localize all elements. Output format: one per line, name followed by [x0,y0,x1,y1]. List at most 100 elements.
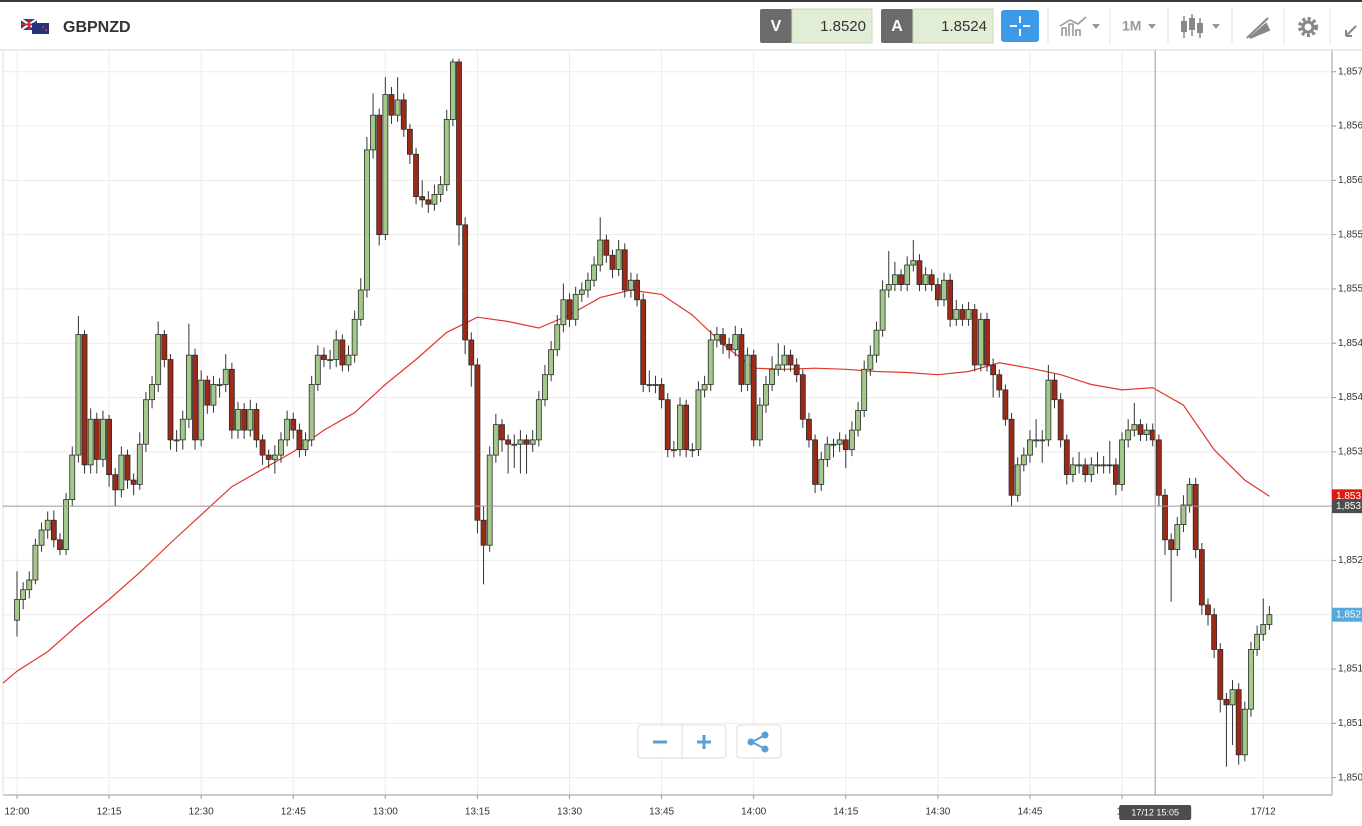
candle-body [394,99,401,116]
candle-body [542,374,548,401]
candle-body [1180,504,1187,525]
candle-body [1149,429,1156,441]
candle-body [1162,494,1168,541]
candle-body [480,519,487,546]
y-tick-label: 1,851 [1338,664,1362,675]
settings-icon[interactable] [1298,17,1318,37]
candle-body [308,384,315,441]
x-tick-label: 13:00 [373,807,398,818]
candle-body [959,309,966,320]
y-tick-label: 1,850 [1338,772,1362,783]
candle-body [1008,418,1015,496]
candle-body [1211,614,1218,650]
candle-body [585,279,591,291]
x-tick-label: 12:00 [4,807,29,818]
crosshair-button[interactable] [1001,10,1039,42]
y-tick-label: 1,852 [1338,555,1362,566]
candle-body [1057,399,1064,441]
candle-body [492,424,499,456]
candle-body [296,429,303,451]
candle-body [155,334,162,385]
x-tick-label: 14:00 [741,807,766,818]
candle-body [787,354,794,366]
y-tick-label: 1,857 [1338,66,1362,77]
candle-body [1014,464,1021,496]
x-tick-label: 13:45 [649,807,674,818]
y-tick-label: 1,854 [1338,392,1362,403]
candle-body [898,274,904,285]
zoom-controls [637,724,782,759]
chart-type-icon[interactable] [1059,16,1087,36]
candle-body [259,439,266,456]
candle-body [529,439,536,445]
candle-body [370,114,376,151]
candle-body [333,339,340,360]
ask-box[interactable] [912,8,994,44]
candle-body [701,384,708,391]
y-tick-label: 1,855 [1338,229,1362,240]
candle-body [1039,439,1046,442]
candle-body [726,343,733,351]
timeframe[interactable]: 1M [1122,18,1141,34]
y-tick-label: 1,856 [1338,175,1362,186]
draw-icon[interactable] [1246,17,1271,39]
candle-body [1168,539,1175,550]
candle-body [1186,484,1193,506]
candle-body [425,199,432,205]
candle-body [634,279,640,301]
candle-body [744,354,751,385]
candle-body [339,339,346,366]
zoom-in[interactable] [697,735,711,749]
ask-price: 1.8524 [941,18,987,35]
candle-body [977,318,984,366]
crosshair-x-tag [1119,805,1192,820]
y-tick-label: 1,855 [1338,284,1362,295]
expand-icon[interactable] [1345,25,1357,37]
candle-body [996,374,1003,391]
candle-body [855,410,861,431]
candle-body [364,149,370,291]
candle-body [941,279,947,301]
candle-body [947,279,954,320]
candle-body [216,384,223,386]
candle-body [867,354,874,370]
price-tag-label: 1,853 [1336,491,1361,502]
candle-body [486,454,493,546]
candle-body [658,384,665,401]
candle-body [1119,439,1125,485]
candle-body [560,299,567,326]
candle-body [149,384,155,401]
candle-body [345,354,352,366]
candle-body [879,289,886,331]
candle-body [720,334,726,345]
candle-body [934,284,941,301]
candle-body [210,384,217,406]
candle-body [100,418,106,460]
x-tick-label: 13:15 [465,807,490,818]
candle-icon[interactable] [1181,18,1203,33]
candle-body [228,368,235,431]
candle-body [124,454,131,481]
candle-body [271,454,278,460]
share-dot [761,731,769,739]
candle-body [400,99,407,130]
candle-body [1020,454,1027,466]
candle-body [670,449,677,452]
candle-body [167,359,174,441]
x-tick-label: 14:45 [1017,807,1042,818]
candle-body [112,474,119,491]
share-button[interactable] [736,724,782,759]
bid-badge[interactable] [760,9,792,43]
candle-body [57,539,63,550]
candle-body [652,384,659,386]
candle-body [806,418,812,441]
candle-body [382,94,389,236]
ask-badge[interactable] [881,9,913,43]
candle-body [1088,464,1095,476]
candle-body [591,264,597,281]
bid-box[interactable] [791,8,873,44]
candle-body [824,443,831,460]
candle-body [523,439,530,445]
price-tag [1332,607,1362,622]
plot: 1,857 1,856 1,856 1,855 1,855 1,854 1,854 1,853… [2,50,1362,818]
